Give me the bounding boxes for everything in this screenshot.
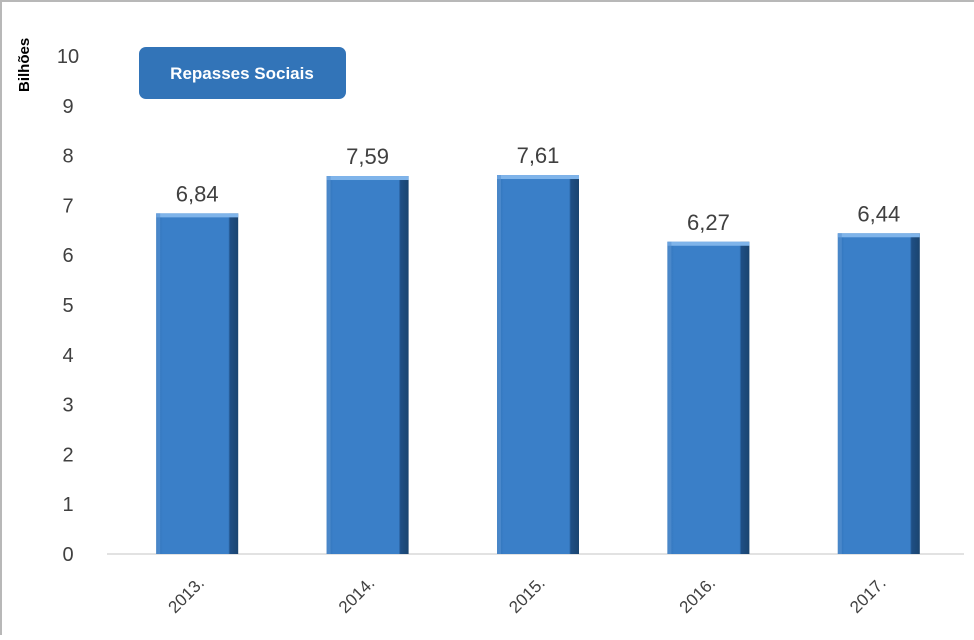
bar (837, 233, 920, 554)
data-label: 6,27 (687, 210, 730, 235)
bar-top-bevel (156, 213, 239, 218)
bar-top-bevel (837, 233, 920, 238)
data-label: 7,61 (517, 143, 560, 168)
x-tick-label: 2013. (165, 573, 209, 617)
bar (326, 176, 409, 554)
data-label: 7,59 (346, 144, 389, 169)
y-tick-label: 0 (62, 544, 73, 566)
y-tick-label: 2 (62, 444, 73, 466)
bar-group (837, 233, 920, 554)
bar-left-bevel (326, 176, 331, 554)
x-tick-label: 2017. (846, 573, 890, 617)
bar-left-bevel (497, 175, 501, 554)
x-tick-label: 2016. (676, 573, 720, 617)
legend: Repasses Sociais (139, 47, 346, 99)
category-labels: 2013. 2014. 2015. 2016. 2017. (165, 573, 890, 617)
bar-group (326, 176, 409, 554)
bar-top-bevel (497, 175, 579, 180)
y-tick-label: 10 (57, 46, 79, 68)
bar-left-bevel (837, 233, 842, 554)
legend-entry: Repasses Sociais (170, 64, 314, 83)
legend-box (139, 47, 346, 99)
y-tick-label: 6 (62, 245, 73, 267)
bar-group (667, 241, 750, 554)
y-tick-label: 5 (62, 295, 73, 317)
y-tick-label: 1 (62, 494, 73, 516)
bar-left-bevel (156, 213, 161, 555)
bar-left-bevel (667, 241, 672, 554)
y-tick-label: 4 (62, 345, 73, 367)
y-axis-ticks: 0 1 2 3 4 5 6 7 8 9 10 (57, 46, 79, 566)
value-labels: 6,84 7,59 7,61 6,27 6,44 (176, 143, 900, 235)
y-tick-label: 9 (62, 96, 73, 118)
x-tick-label: 2015. (505, 573, 549, 617)
y-tick-label: 7 (62, 195, 73, 217)
bar-group (156, 213, 239, 555)
bar-top-bevel (326, 176, 409, 181)
y-axis-label: Bilhões (16, 38, 33, 92)
bar (497, 175, 579, 554)
bar (667, 241, 750, 554)
x-tick-label: 2014. (335, 573, 379, 617)
data-label: 6,44 (857, 201, 900, 226)
y-tick-label: 3 (62, 395, 73, 417)
bars (156, 175, 920, 555)
bar-group (497, 175, 579, 554)
bar-top-bevel (667, 241, 750, 246)
data-label: 6,84 (176, 181, 219, 206)
bar (156, 213, 239, 555)
y-tick-label: 8 (62, 146, 73, 168)
